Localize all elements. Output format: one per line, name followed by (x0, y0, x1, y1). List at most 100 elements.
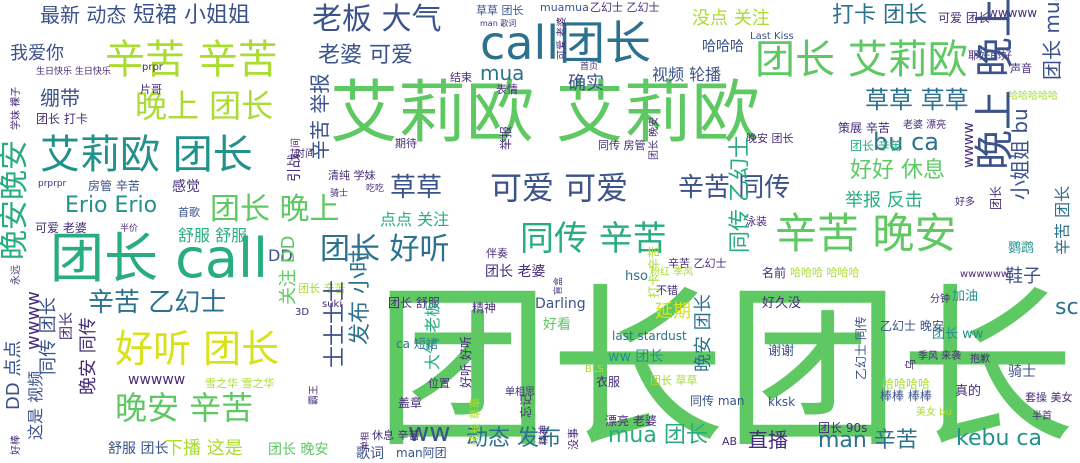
word-vertical: 团长 草草 (469, 397, 482, 446)
word: 歌词 (356, 446, 384, 462)
word: muamua (540, 1, 589, 14)
word: 好好 休息 (850, 158, 945, 183)
word: Darling (535, 296, 586, 312)
word: 雪之华 雪之华 (205, 377, 275, 390)
word: 没点 关注 (692, 8, 770, 29)
word: 草草 草草 (865, 86, 969, 114)
word: 同传 房管 (598, 139, 646, 152)
word: prprpr (38, 179, 67, 189)
word: sc (1055, 295, 1079, 320)
word-vertical: 团长 mua (1040, 0, 1064, 80)
word: wwwwww (960, 269, 1010, 280)
word: 哈哈哈 哈哈哈 (790, 266, 860, 279)
word: mua 团长 (608, 423, 708, 448)
word: 分钟 (930, 294, 950, 305)
word-vertical: 可爱 老婆 (557, 16, 568, 60)
word: 清纯 学妹 (328, 169, 376, 182)
word: 半首 (1032, 411, 1052, 422)
word: 可爱 老婆 (35, 221, 87, 235)
word: 棒棒 棒棒 (880, 389, 932, 403)
word-vertical: 这是 视频 (26, 370, 45, 440)
word-vertical: 霸王 (309, 385, 320, 405)
word-vertical: wwww (23, 291, 44, 350)
word-vertical: 团长 晚安 (649, 116, 660, 160)
word: 短裙 小姐姐 (133, 3, 250, 28)
word: 吃吃 (366, 184, 385, 194)
word: DD (268, 246, 293, 265)
word: 美女 bu (916, 407, 952, 418)
word: 哈哈哈 (702, 39, 744, 55)
word: 精神 (472, 301, 497, 315)
word-vertical: 引战 (287, 154, 303, 182)
word-vertical: 好棒 (11, 435, 22, 455)
word: Last Kiss (750, 31, 794, 42)
word: 名前 (762, 266, 787, 280)
word: 老婆 漂亮 (903, 120, 947, 131)
word: wwwww (988, 6, 1038, 20)
word-vertical: 关注 DD (278, 235, 299, 305)
word: 房管 辛苦 (88, 179, 140, 193)
word: ww 团长 (608, 349, 664, 365)
word-vertical: 同传 乙幻士 (728, 136, 753, 253)
word: 艾莉欧 艾莉欧 (330, 74, 760, 153)
word: mua (480, 61, 525, 85)
word-vertical: 辛苦 举报 (308, 73, 332, 160)
word-vertical: 举报 (499, 125, 513, 150)
word: 我爱你 (10, 43, 64, 64)
word: 时间 (295, 149, 315, 160)
word-vertical: 盲盒 (554, 276, 564, 295)
word: 策展 辛苦 (838, 121, 890, 135)
word: 直播 (748, 428, 788, 452)
word: 位置 (428, 377, 450, 390)
word: 鞋子 (1005, 266, 1041, 287)
word: kksk (768, 395, 796, 409)
word-vertical: 小姐姐 bu (1008, 108, 1032, 200)
word: 团长 call (50, 227, 268, 290)
word: 舒服 舒服 (178, 226, 248, 245)
word: 谢谢 (768, 344, 795, 359)
word: 辛苦 晚安 (775, 209, 957, 258)
word: 视频 轮播 (652, 65, 722, 84)
word: 加油 (952, 289, 979, 304)
word: 生日快乐 生日快乐 (36, 67, 111, 77)
word-vertical: 发布 小时 (348, 250, 373, 345)
word-vertical: 乌 (904, 359, 917, 370)
word: 粉红 季风 (650, 267, 694, 278)
word: 举报 反击 (845, 190, 923, 211)
word: 期待 (395, 137, 417, 150)
word: 草草 团长 (476, 4, 524, 17)
word: 点点 关注 (380, 210, 450, 229)
word: 抱歉 (970, 354, 990, 365)
word: 好听 团长 (115, 327, 280, 371)
word: 下播 这是 (165, 438, 243, 459)
word-vertical: 晚安晚安 (0, 140, 32, 260)
word: 团长 90s (818, 421, 868, 435)
word: 老婆 可爱 (318, 43, 413, 68)
word: 辛苦 辛苦 (105, 37, 278, 83)
word-vertical: 忘记 (519, 393, 533, 418)
word: 泳装 (745, 215, 767, 228)
word-vertical: 乙幻士 同传 (854, 316, 868, 380)
word: 好多 (955, 197, 975, 208)
word: 3D (295, 307, 310, 318)
word: 表情 (496, 83, 518, 96)
word-vertical: 打卡 辛苦 (647, 246, 661, 298)
word-vertical: 单相 (361, 431, 371, 450)
word: wwwww (128, 372, 186, 388)
word: 团长 辛苦 (850, 139, 902, 153)
word: 结束 (450, 71, 472, 84)
word: 同传 man (690, 394, 745, 408)
word: 团长 晚安 (268, 442, 329, 458)
word-vertical: 好听 好听 (459, 336, 473, 388)
word: ca 短裙 (396, 337, 438, 351)
word: 乙幻士 晚安 (880, 319, 944, 333)
word: 骑士 (330, 189, 349, 199)
word: 伴奏 (486, 247, 508, 260)
word-vertical: 辛苦 团长 (1053, 185, 1072, 255)
word: 团长团长 (375, 269, 1075, 463)
word: bu ca (873, 128, 939, 156)
word: 首页 (580, 62, 599, 72)
word: 不错 (656, 284, 678, 297)
word-vertical: 士士士士 (323, 279, 348, 368)
